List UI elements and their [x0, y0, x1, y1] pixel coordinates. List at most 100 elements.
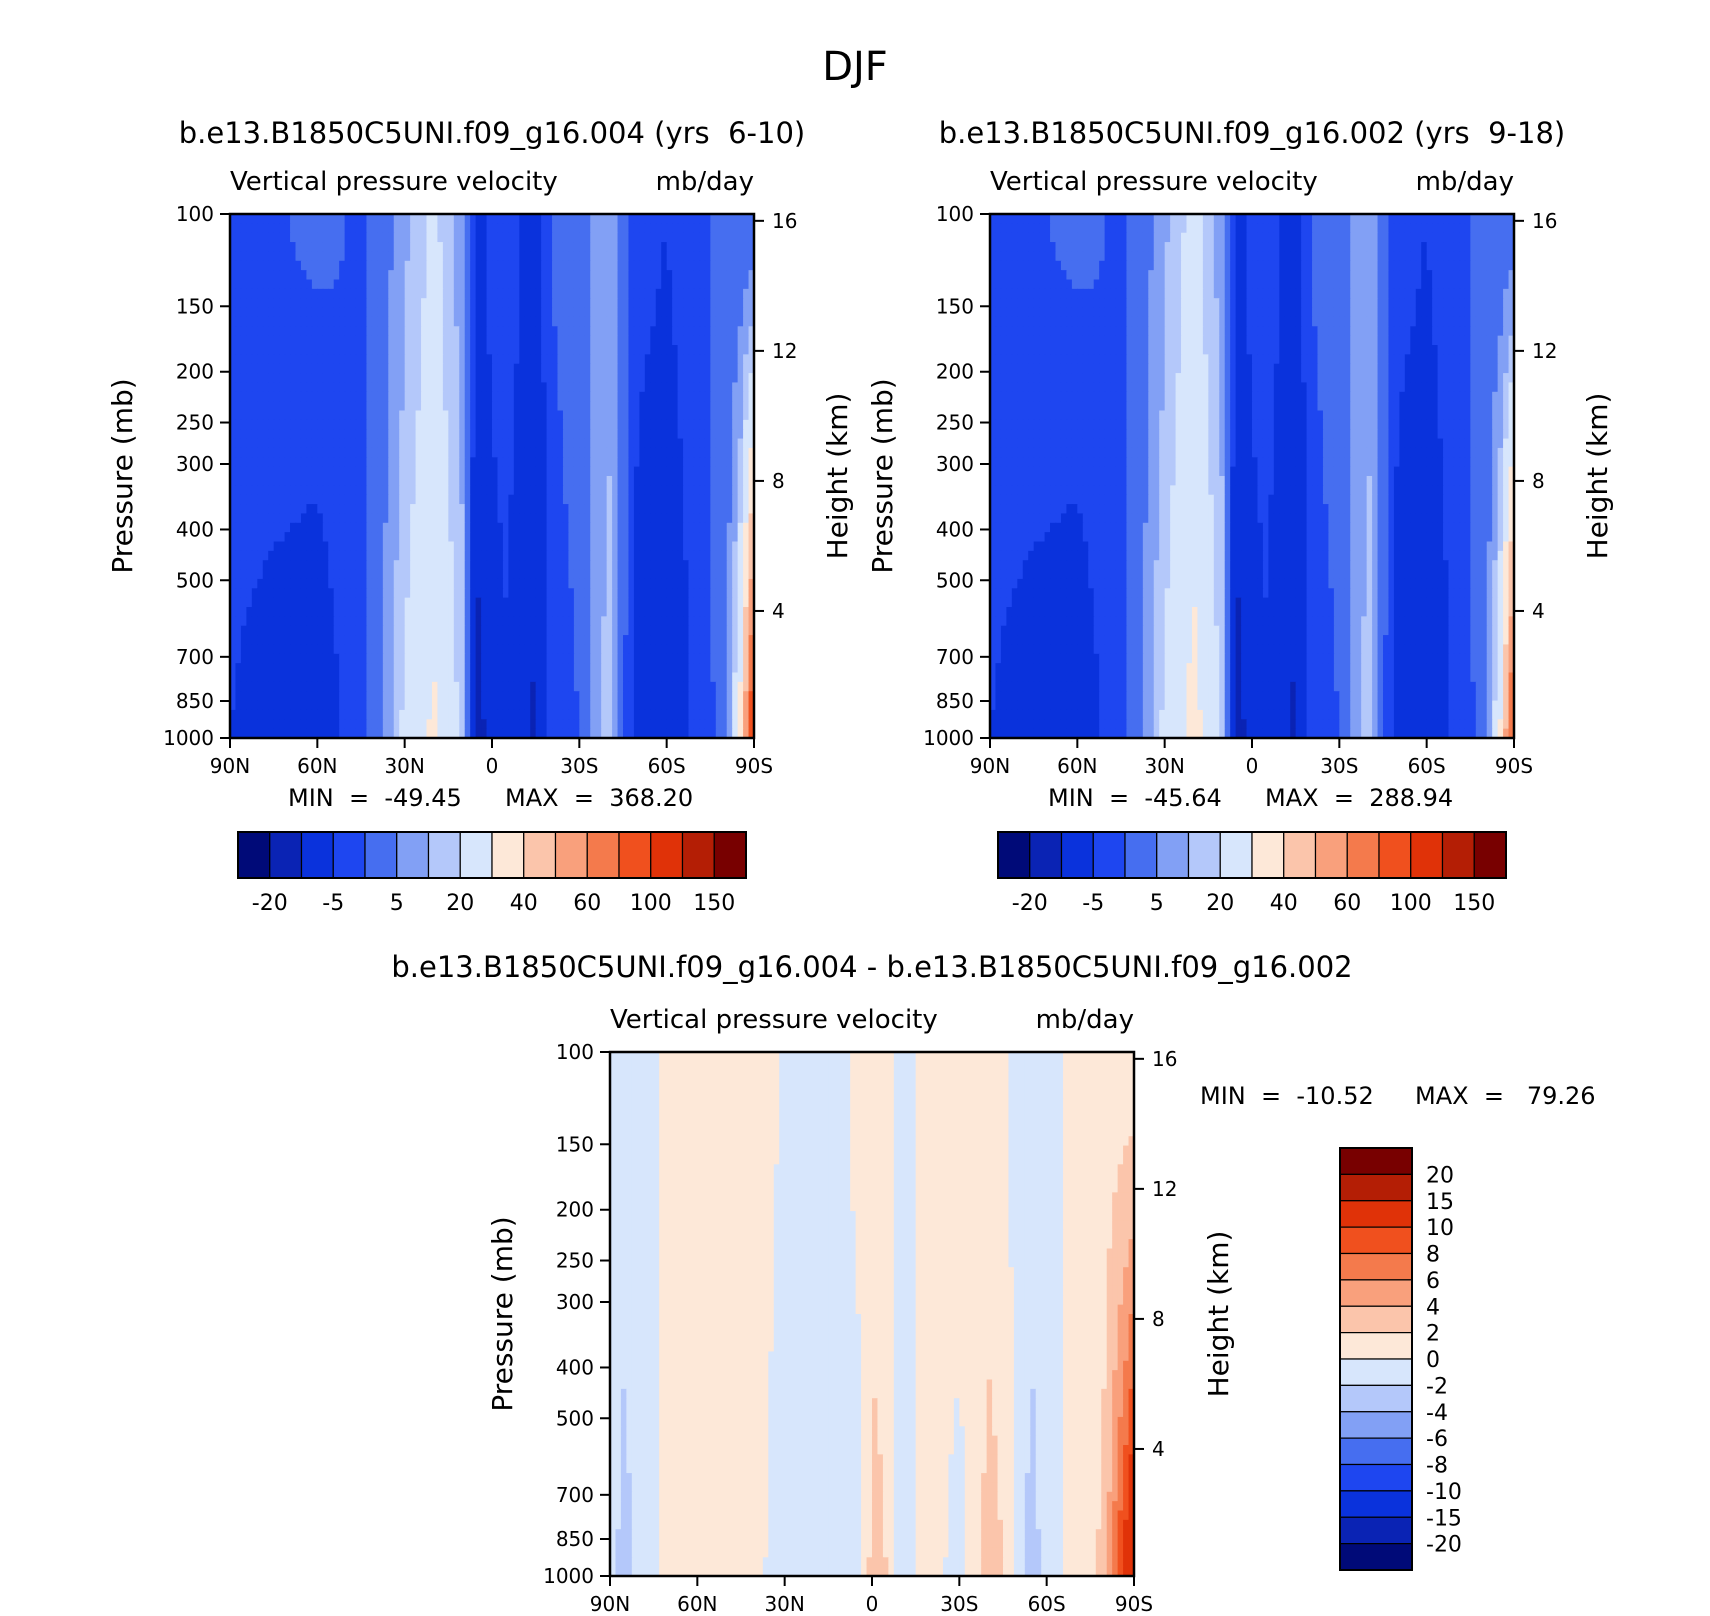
contour-cell — [726, 485, 733, 496]
contour-cell — [350, 653, 357, 664]
contour-cell — [366, 588, 373, 599]
contour-cell — [693, 382, 701, 393]
contour-cell — [240, 438, 247, 449]
contour-cell — [410, 625, 417, 636]
contour-cell — [552, 373, 559, 384]
contour-cell — [481, 214, 488, 224]
contour-cell — [557, 401, 564, 412]
contour-cell — [388, 691, 395, 702]
contour-cell — [628, 476, 635, 486]
contour-cell — [481, 569, 488, 580]
contour-cell — [399, 242, 406, 253]
contour-cell — [410, 419, 417, 430]
contour-cell — [623, 653, 630, 664]
contour-cell — [311, 541, 318, 552]
contour-cell — [306, 260, 313, 271]
contour-cell — [557, 335, 564, 346]
contour-cell — [519, 326, 526, 337]
contour-cell — [672, 550, 679, 561]
contour-cell — [388, 363, 395, 374]
contour-cell — [683, 653, 690, 664]
contour-cell — [306, 223, 313, 234]
contour-cell — [251, 232, 258, 243]
contour-cell — [339, 569, 346, 580]
contour-cell — [502, 457, 509, 468]
contour-cell — [535, 597, 542, 608]
contour-cell — [464, 288, 471, 299]
contour-cell — [371, 382, 378, 393]
contour-cell — [710, 251, 717, 262]
contour-cell — [273, 578, 280, 589]
contour-cell — [732, 653, 739, 664]
contour-cell — [519, 644, 526, 655]
contour-cell — [579, 429, 586, 440]
contour-cell — [377, 363, 384, 374]
contour-cell — [573, 251, 580, 262]
contour-cell — [399, 597, 406, 608]
contour-cell — [470, 532, 477, 543]
contour-cell — [350, 522, 357, 533]
contour-cell — [246, 382, 253, 393]
contour-cell — [710, 373, 717, 384]
contour-cell — [633, 541, 640, 552]
contour-cell — [350, 288, 357, 299]
contour-cell — [361, 447, 368, 458]
contour-cell — [284, 232, 291, 243]
contour-cell — [704, 504, 711, 515]
contour-cell — [573, 232, 580, 243]
contour-cell — [672, 363, 679, 374]
contour-cell — [328, 476, 335, 486]
contour-cell — [552, 485, 559, 496]
contour-cell — [328, 635, 335, 646]
contour-cell — [481, 607, 488, 617]
contour-cell — [235, 373, 242, 384]
contour-cell — [235, 550, 242, 561]
contour-cell — [295, 625, 302, 636]
contour-cell — [535, 391, 542, 402]
contour-cell — [257, 681, 264, 692]
contour-cell — [448, 214, 455, 224]
contour-cell — [279, 410, 286, 421]
contour-cell — [453, 644, 460, 655]
contour-cell — [704, 560, 711, 571]
contour-cell — [415, 578, 422, 589]
contour-cell — [393, 522, 400, 533]
contour-cell — [442, 522, 449, 533]
contour-cell — [661, 532, 668, 543]
contour-cell — [579, 504, 586, 515]
contour-cell — [431, 691, 439, 702]
contour-cell — [650, 504, 657, 515]
contour-cell — [328, 672, 335, 683]
contour-cell — [421, 466, 428, 477]
contour-cell — [497, 447, 504, 458]
contour-cell — [410, 438, 417, 449]
contour-cell — [628, 681, 635, 692]
contour-cell — [431, 316, 439, 327]
contour-cell — [257, 354, 264, 365]
contour-cell — [311, 335, 318, 346]
contour-cell — [246, 316, 253, 327]
contour-cell — [726, 504, 733, 515]
contour-cell — [246, 522, 253, 533]
contour-cell — [295, 345, 302, 355]
contour-cell — [230, 635, 237, 646]
contour-cell — [470, 279, 477, 290]
contour-cell — [333, 363, 340, 374]
contour-cell — [295, 363, 302, 374]
contour-cell — [519, 410, 526, 421]
contour-cell — [541, 438, 548, 449]
contour-cell — [300, 419, 308, 430]
contour-cell — [361, 354, 368, 365]
contour-cell — [279, 354, 286, 365]
contour-cell — [557, 279, 564, 290]
contour-cell — [606, 466, 613, 477]
contour-cell — [442, 457, 449, 468]
contour-cell — [584, 401, 591, 412]
contour-cell — [410, 307, 417, 318]
contour-cell — [557, 663, 564, 674]
contour-cell — [421, 401, 428, 412]
contour-cell — [546, 326, 553, 337]
contour-cell — [584, 232, 591, 243]
contour-cell — [415, 391, 422, 402]
contour-cell — [530, 513, 537, 524]
